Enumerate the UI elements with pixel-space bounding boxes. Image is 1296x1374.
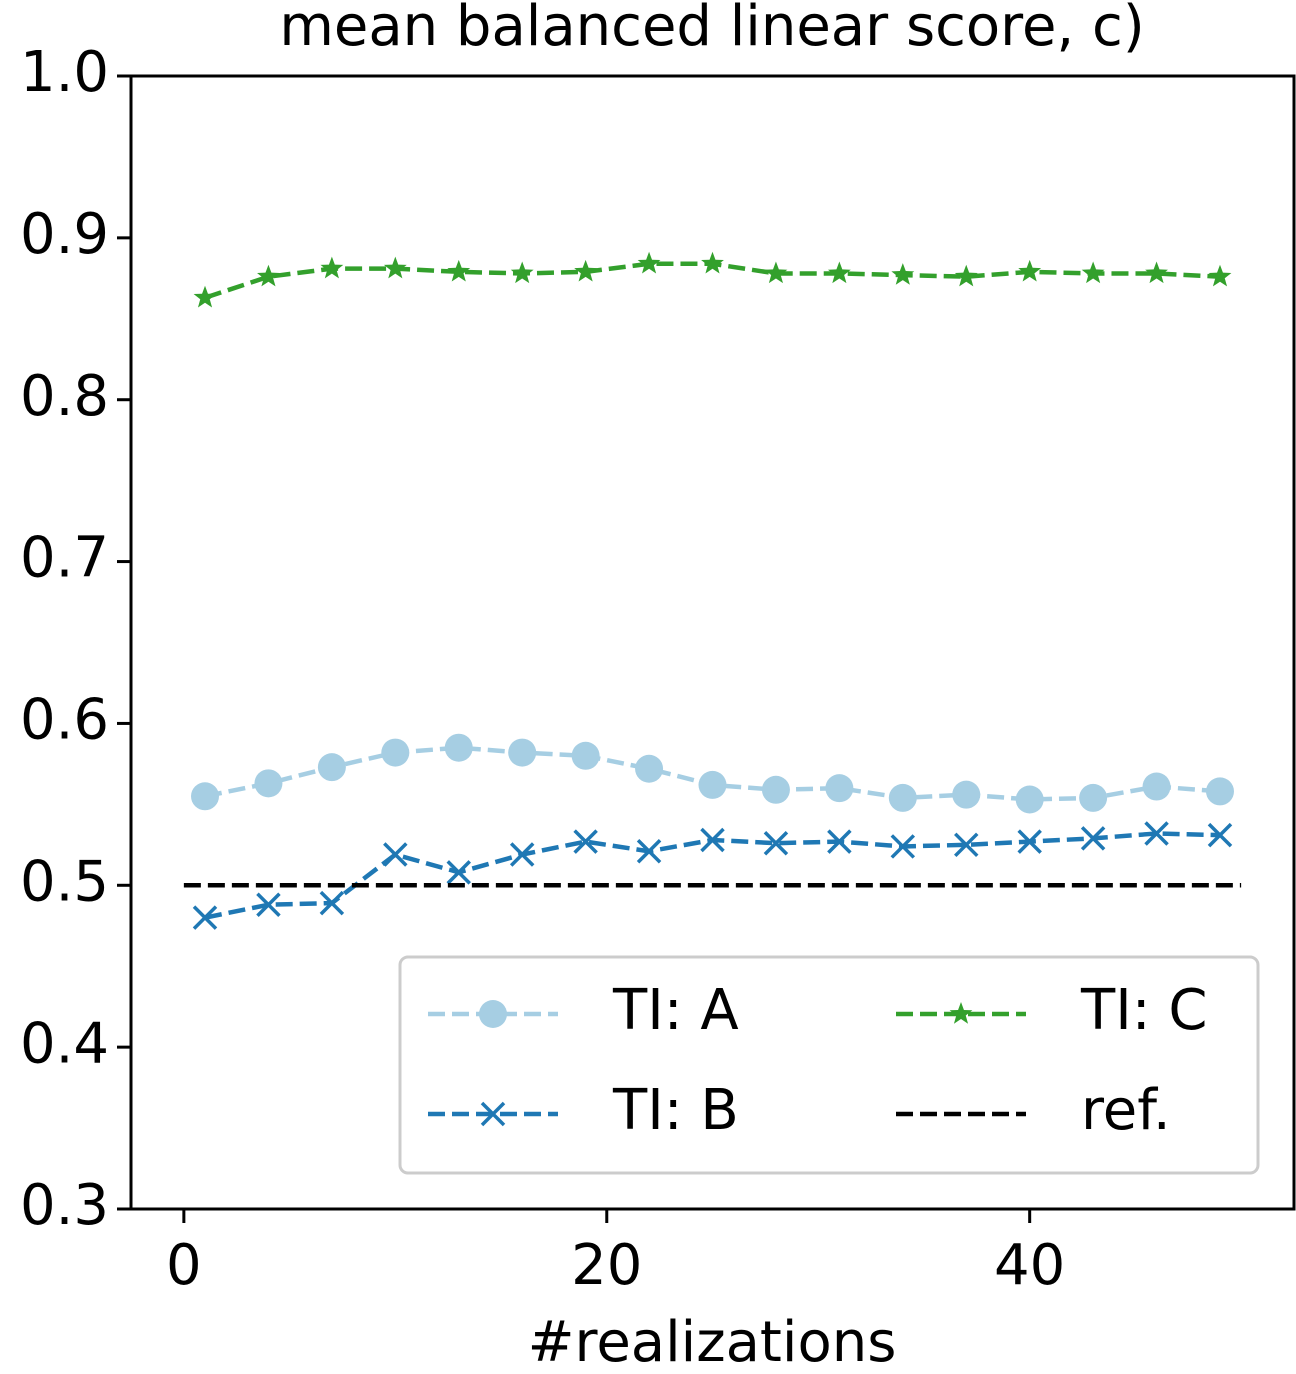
marker [1080, 826, 1106, 851]
x-tick-label: 40 [994, 1233, 1065, 1298]
legend-label: ref. [1081, 1078, 1171, 1143]
marker [888, 783, 917, 812]
legend-label: TI: A [612, 978, 739, 1043]
legend-label: TI: B [612, 1078, 739, 1143]
marker [1017, 829, 1042, 854]
marker [827, 261, 851, 284]
marker [949, 1002, 973, 1024]
series-line [204, 261, 1221, 300]
marker [1145, 261, 1168, 284]
marker [952, 780, 981, 809]
marker [1015, 785, 1044, 814]
y-tick-label: 0.8 [20, 364, 109, 429]
marker [447, 259, 471, 282]
marker [191, 782, 220, 811]
marker [1081, 261, 1105, 284]
marker [637, 251, 661, 274]
marker [1079, 783, 1108, 812]
marker [1142, 772, 1171, 801]
marker [763, 830, 789, 856]
marker [480, 1101, 506, 1127]
plot-frame [129, 74, 1296, 1211]
marker [446, 860, 471, 885]
marker [1018, 259, 1042, 282]
marker [383, 256, 407, 279]
x-tick-label: 0 [166, 1233, 202, 1298]
marker [254, 769, 283, 798]
marker [479, 1000, 507, 1028]
marker [890, 834, 916, 859]
marker [508, 738, 537, 767]
marker [701, 251, 724, 274]
marker [256, 892, 281, 917]
marker [571, 741, 600, 770]
marker [825, 774, 854, 803]
y-tick-label: 0.6 [20, 688, 109, 753]
marker [257, 264, 280, 287]
marker [320, 256, 344, 279]
marker [383, 842, 408, 867]
series-line [204, 831, 1221, 920]
marker [1208, 264, 1232, 287]
marker [1207, 822, 1233, 848]
y-tick-label: 0.5 [20, 849, 109, 914]
marker [317, 753, 346, 782]
marker [761, 775, 790, 804]
marker [1205, 777, 1234, 806]
legend-label: TI: C [1080, 978, 1208, 1043]
legend: TI: A TI: B TI: C ref. [398, 955, 1260, 1175]
marker [193, 285, 217, 308]
marker [510, 261, 534, 284]
marker [509, 842, 535, 867]
x-tick-label: 20 [571, 1233, 642, 1298]
marker [891, 263, 915, 285]
marker [827, 829, 852, 854]
marker [635, 754, 664, 783]
marker [954, 832, 979, 858]
y-tick-label: 0.3 [20, 1173, 109, 1238]
chart-title: mean balanced linear score, c) [279, 0, 1144, 59]
marker [573, 829, 598, 854]
marker [636, 839, 662, 864]
y-tick-label: 0.7 [20, 526, 109, 591]
marker [1144, 821, 1169, 846]
y-tick-label: 1.0 [20, 40, 109, 105]
marker [381, 738, 410, 767]
marker [319, 890, 345, 916]
marker [764, 261, 788, 284]
marker [444, 733, 473, 762]
marker [698, 770, 727, 799]
x-axis-label: #realizations [528, 1310, 897, 1374]
marker [574, 259, 598, 282]
y-tick-label: 0.9 [20, 202, 109, 267]
marker [192, 905, 218, 930]
marker [700, 827, 725, 853]
marker [954, 264, 978, 287]
y-tick-label: 0.4 [20, 1011, 109, 1076]
legend-box [398, 955, 1260, 1175]
